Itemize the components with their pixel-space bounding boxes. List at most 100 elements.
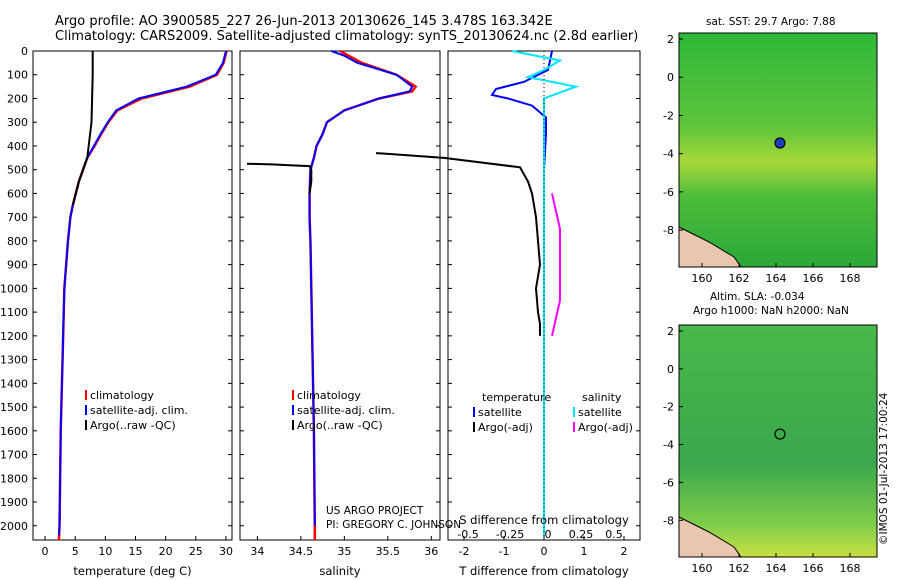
x-tick-label: 35.5 [376, 545, 401, 558]
map-y-tick-label: 2 [667, 33, 674, 46]
x-axis-label: salinity [319, 564, 360, 578]
depth-tick-label: 2000 [0, 520, 28, 533]
sst-map-argo-location [774, 137, 786, 149]
s-tick-label: -0.5 [457, 528, 478, 541]
depth-tick-label: 1900 [0, 496, 28, 509]
x-tick-label: 20 [159, 545, 173, 558]
plot-frame-1 [239, 50, 441, 541]
map-x-tick-label: 160 [692, 272, 713, 285]
imos-timestamp: ©IMOS 01-Jul-2013 17:00:24 [878, 392, 890, 545]
legend-item: Argo(-adj) [478, 421, 533, 434]
sla-map-argo-location [774, 428, 786, 440]
legend-item: satellite [478, 406, 522, 419]
map-y-tick-label: -8 [663, 514, 674, 527]
argo-h-title: Argo h1000: NaN h2000: NaN [693, 305, 849, 317]
depth-tick-label: 700 [7, 211, 28, 224]
depth-tick-label: 500 [7, 164, 28, 177]
climatology-title: Climatology: CARS2009. Satellite-adjuste… [55, 29, 639, 44]
map-y-tick-label: 0 [667, 363, 674, 376]
x-tick-label: 5 [72, 545, 79, 558]
x-tick-label: 30 [219, 545, 233, 558]
depth-tick-label: 400 [7, 140, 28, 153]
credit-pi: PI: GREGORY C. JOHNSON [326, 519, 462, 531]
map-y-tick-label: -4 [663, 439, 674, 452]
sla-map-title: Altim. SLA: -0.034 [710, 291, 805, 303]
depth-tick-label: 1000 [0, 282, 28, 295]
depth-tick-label: 100 [7, 69, 28, 82]
legend-item: satellite-adj. clim. [297, 404, 395, 417]
series-salinity-satellite [511, 50, 580, 536]
x-tick-label: 2 [621, 545, 628, 558]
map-y-tick-label: -8 [663, 224, 674, 237]
x-tick-label: 0 [42, 545, 49, 558]
sst-map-land [678, 226, 742, 268]
legend-title: salinity [582, 391, 622, 404]
legend-item: climatology [297, 389, 361, 402]
x-tick-label: 35 [337, 545, 351, 558]
series-satellite-adj-clim- [308, 50, 414, 526]
map-x-tick-label: 164 [766, 562, 787, 575]
depth-tick-label: 1200 [0, 330, 28, 343]
legend-item: satellite-adj. clim. [90, 404, 188, 417]
depth-tick-label: 900 [7, 259, 28, 272]
sla-map-frame [678, 324, 878, 558]
series-salinity-argo-adj- [551, 193, 561, 337]
depth-tick-label: 600 [7, 187, 28, 200]
credit-project: US ARGO PROJECT [326, 505, 424, 517]
map-y-tick-label: -6 [663, 186, 674, 199]
depth-tick-label: 800 [7, 235, 28, 248]
map-y-tick-label: -4 [663, 148, 674, 161]
series-argo-raw-qc- [71, 51, 94, 206]
x-tick-label: 25 [189, 545, 203, 558]
depth-tick-label: 1100 [0, 306, 28, 319]
x-tick-label: 15 [129, 545, 143, 558]
s-tick-label: -0.25 [496, 528, 524, 541]
s-tick-label: 0 [545, 528, 552, 541]
plot-frame-0 [32, 50, 233, 541]
x-tick-label: 0 [541, 545, 548, 558]
x-tick-label: 34 [250, 545, 264, 558]
s-tick-label: 0.5 [605, 528, 623, 541]
legend-item: satellite [578, 406, 622, 419]
map-x-tick-label: 166 [803, 272, 824, 285]
series-argo-adj- [375, 152, 542, 336]
map-y-tick-label: -6 [663, 476, 674, 489]
x-axis-label: temperature (deg C) [73, 564, 191, 578]
map-x-tick-label: 168 [840, 562, 861, 575]
x-tick-label: -2 [459, 545, 470, 558]
depth-tick-label: 1800 [0, 472, 28, 485]
x-tick-label: 10 [98, 545, 112, 558]
legend-item: climatology [90, 389, 154, 402]
depth-tick-label: 1600 [0, 425, 28, 438]
map-x-tick-label: 162 [729, 562, 750, 575]
depth-tick-label: 200 [7, 92, 28, 105]
series-argo-raw-qc- [246, 162, 313, 194]
depth-tick-label: 1300 [0, 354, 28, 367]
legend-item: Argo(-adj) [578, 421, 633, 434]
s-tick-label: 0.25 [569, 528, 594, 541]
map-x-tick-label: 166 [803, 562, 824, 575]
depth-tick-label: 1700 [0, 449, 28, 462]
legend-item: Argo(..raw -QC) [90, 419, 176, 432]
legend-item: Argo(..raw -QC) [297, 419, 383, 432]
map-y-tick-label: 0 [667, 71, 674, 84]
map-x-tick-label: 164 [766, 272, 787, 285]
depth-tick-label: 1400 [0, 377, 28, 390]
depth-tick-label: 300 [7, 116, 28, 129]
map-x-tick-label: 168 [840, 272, 861, 285]
depth-tick-label: 1500 [0, 401, 28, 414]
map-x-tick-label: 162 [729, 272, 750, 285]
map-y-tick-label: -2 [663, 109, 674, 122]
x-tick-label: 36 [424, 545, 438, 558]
sst-map-title: sat. SST: 29.7 Argo: 7.88 [706, 16, 836, 28]
profile-title: Argo profile: AO 3900585_227 26-Jun-2013… [55, 14, 553, 29]
sla-map-land [678, 516, 742, 558]
x-tick-label: -1 [499, 545, 510, 558]
depth-tick-label: 0 [21, 45, 28, 58]
map-y-tick-label: 2 [667, 325, 674, 338]
map-x-tick-label: 160 [692, 562, 713, 575]
map-y-tick-label: -2 [663, 401, 674, 414]
legend-title: temperature [482, 391, 551, 404]
x-tick-label: 1 [581, 545, 588, 558]
